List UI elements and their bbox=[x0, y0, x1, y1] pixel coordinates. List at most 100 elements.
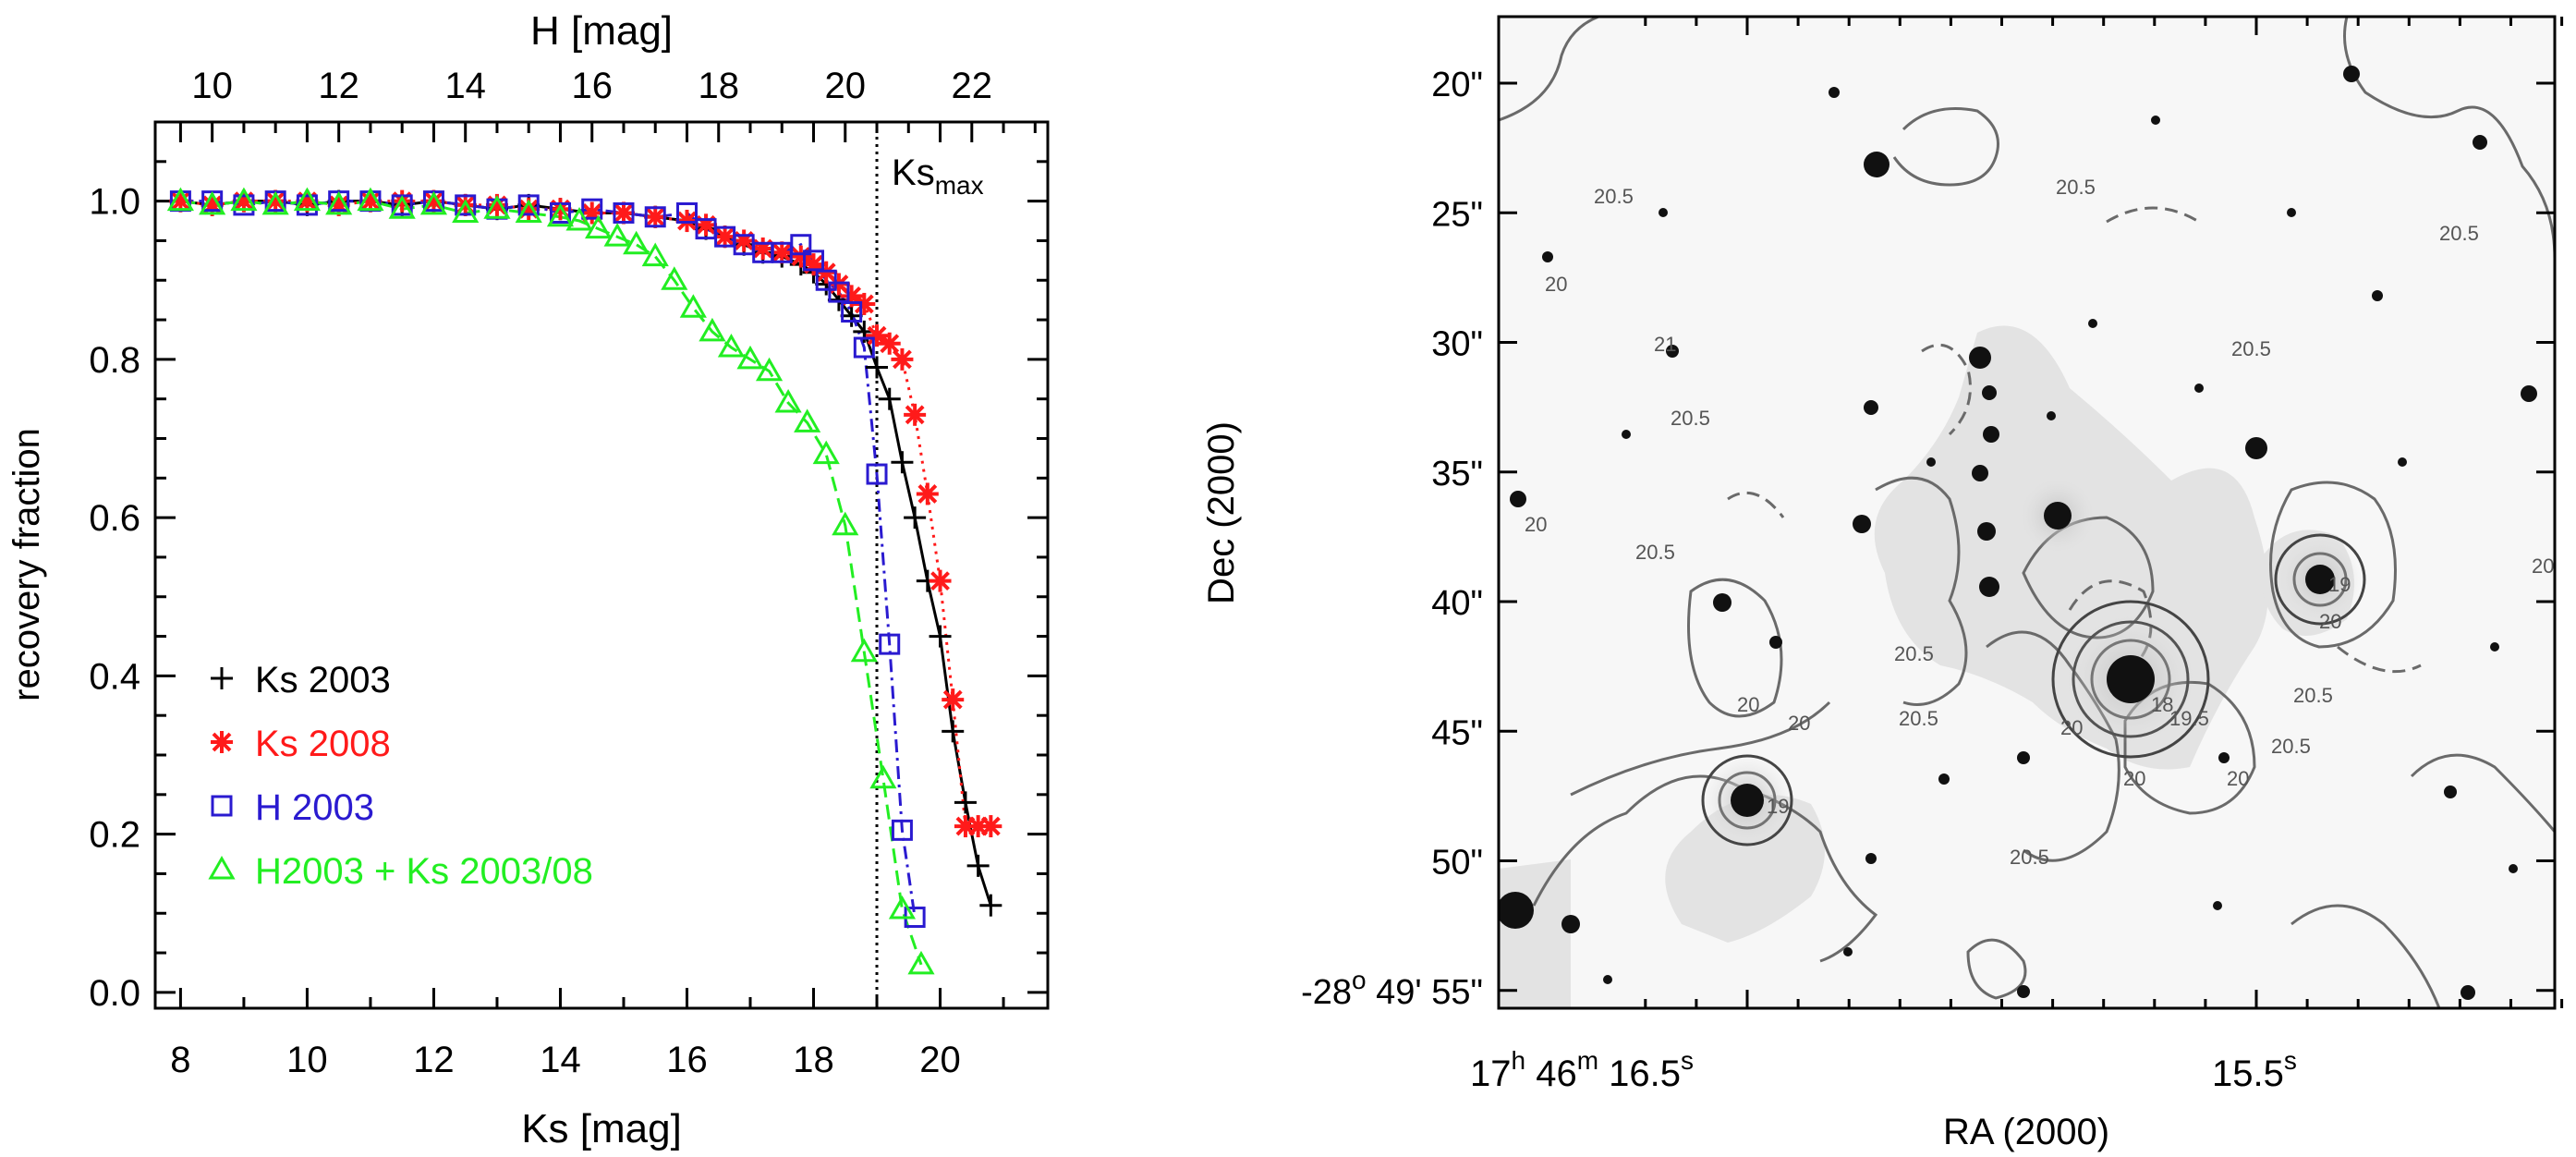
top-tick-label: 16 bbox=[571, 66, 613, 106]
data-point bbox=[815, 269, 837, 291]
data-point bbox=[803, 250, 825, 272]
contour-label: 20.5 bbox=[2439, 222, 2479, 245]
contour-label: 20.5 bbox=[2231, 337, 2271, 360]
data-point bbox=[869, 764, 897, 789]
contour-label: 20 bbox=[2227, 767, 2249, 790]
y-tick-label: 0.0 bbox=[89, 973, 140, 1014]
dec-tick-label: 25" bbox=[1431, 195, 1483, 234]
y-tick-label: 0.6 bbox=[89, 498, 140, 539]
contour-label: 20.5 bbox=[1635, 541, 1675, 564]
data-point bbox=[942, 688, 965, 712]
dec-tick-label: 20" bbox=[1431, 66, 1483, 104]
legend-label: H2003 + Ks 2003/08 bbox=[255, 851, 593, 892]
data-point bbox=[966, 854, 990, 877]
data-point bbox=[546, 202, 575, 227]
series-line bbox=[180, 200, 923, 966]
data-point bbox=[199, 190, 226, 215]
legend-label: Ks 2008 bbox=[255, 724, 391, 764]
data-point bbox=[751, 237, 774, 260]
data-point bbox=[623, 230, 650, 255]
x-tick-label: 16 bbox=[666, 1040, 708, 1080]
series-markers bbox=[166, 187, 1002, 975]
data-point bbox=[812, 440, 840, 465]
x-tick-label: 10 bbox=[286, 1040, 328, 1080]
data-point bbox=[979, 894, 1002, 917]
top-tick-label: 18 bbox=[698, 66, 739, 106]
contour-label: 20.5 bbox=[1894, 642, 1934, 665]
data-point bbox=[166, 187, 194, 212]
top-tick-label: 14 bbox=[444, 66, 486, 106]
top-tick-label: 10 bbox=[191, 66, 233, 106]
data-point bbox=[891, 819, 913, 841]
data-point bbox=[866, 324, 889, 347]
ra-tick-label: 17h 46m 16.5s bbox=[1470, 1046, 1694, 1094]
legend-item-ks-2008: Ks 2008 bbox=[211, 724, 391, 764]
data-point bbox=[357, 187, 384, 212]
x-tick-label: 12 bbox=[413, 1040, 455, 1080]
x-tick-label: 18 bbox=[793, 1040, 834, 1080]
data-point bbox=[850, 638, 878, 663]
data-point bbox=[891, 451, 914, 474]
contour-label: 20.5 bbox=[2271, 735, 2311, 758]
data-point bbox=[675, 201, 698, 224]
data-point bbox=[388, 195, 416, 219]
data-point bbox=[866, 356, 889, 379]
data-point bbox=[866, 463, 888, 485]
data-point bbox=[736, 345, 764, 370]
data-point bbox=[644, 206, 666, 228]
series-lines bbox=[180, 200, 992, 966]
data-point bbox=[828, 281, 850, 303]
x-tick-label: 20 bbox=[919, 1040, 961, 1080]
data-point bbox=[483, 195, 511, 219]
ks-max-label: Ksmax bbox=[892, 152, 984, 200]
data-point bbox=[581, 198, 603, 220]
data-point bbox=[878, 387, 901, 410]
top-tick-label: 22 bbox=[952, 66, 993, 106]
contour-label: 20 bbox=[1545, 273, 1567, 296]
contour-label: 20 bbox=[1788, 712, 1810, 735]
data-point bbox=[954, 791, 977, 814]
y-tick-label: 0.4 bbox=[89, 656, 140, 697]
dec-tick-label: 35" bbox=[1431, 455, 1483, 493]
data-point bbox=[891, 347, 914, 371]
data-point bbox=[878, 332, 901, 355]
data-point bbox=[774, 388, 802, 413]
ks-max-text: Ks bbox=[892, 152, 935, 193]
legend-marker bbox=[211, 731, 233, 753]
data-point bbox=[929, 569, 952, 592]
image-ticks: 20" 25" 30" 35" 40" 45" 50" -28o 49' 55" 17h 46m… bbox=[1301, 17, 2564, 1094]
data-point bbox=[679, 294, 707, 318]
data-point bbox=[699, 317, 726, 342]
data-point bbox=[293, 187, 322, 212]
contour-label: 20 bbox=[2060, 716, 2083, 739]
contour-label: 21 bbox=[1654, 333, 1676, 356]
contour-label: 19 bbox=[2328, 573, 2351, 596]
legend: Ks 2003 Ks 2008 H 2003 H2003 + Ks 2003/0… bbox=[208, 660, 593, 892]
dec-tick-label: -28o 49' 55" bbox=[1301, 966, 1483, 1012]
data-point bbox=[565, 207, 593, 231]
legend-item-h2003-ks: H2003 + Ks 2003/08 bbox=[208, 851, 593, 892]
data-point bbox=[832, 511, 859, 536]
contour-label: 19.5 bbox=[2169, 707, 2209, 730]
contour-label: 20.5 bbox=[1594, 185, 1634, 208]
data-point bbox=[771, 241, 794, 264]
data-point bbox=[907, 950, 935, 975]
y-tick-label: 1.0 bbox=[89, 182, 140, 223]
contour-label: 20 bbox=[2532, 554, 2554, 578]
image-frame bbox=[1497, 15, 2557, 1010]
legend-item-ks-2003: Ks 2003 bbox=[211, 660, 391, 700]
data-point bbox=[261, 190, 289, 215]
contour-label: 19 bbox=[1767, 795, 1789, 818]
data-point bbox=[916, 482, 939, 505]
data-point bbox=[584, 214, 613, 239]
data-point bbox=[612, 201, 635, 225]
contour-label: 20 bbox=[2123, 767, 2145, 790]
legend-marker-plus bbox=[211, 667, 233, 689]
ks-max-sub: max bbox=[935, 171, 984, 200]
y-tick-label: 0.2 bbox=[89, 815, 140, 856]
data-point bbox=[713, 225, 736, 249]
dec-tick-label: 45" bbox=[1431, 713, 1483, 752]
dec-tick-label: 30" bbox=[1431, 325, 1483, 364]
